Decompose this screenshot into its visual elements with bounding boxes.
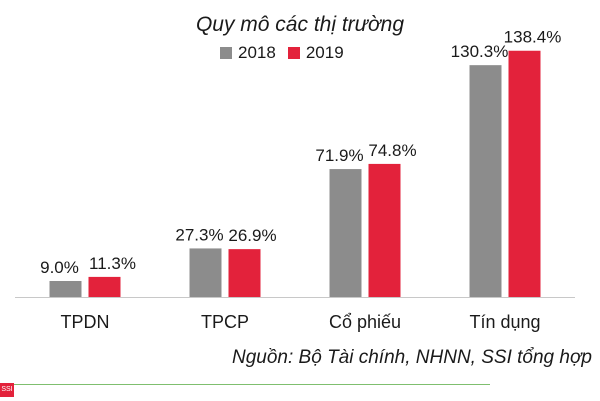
bar-tpdn-2019	[88, 276, 121, 297]
legend-label-2018: 2018	[238, 43, 276, 62]
x-tick-label-tpcp: TPCP	[201, 312, 249, 332]
legend-swatch-2019	[287, 47, 300, 59]
x-tick-label-cổ-phiếu: Cổ phiếu	[329, 312, 401, 332]
bar-tín-dụng-2019	[508, 50, 541, 298]
chart-legend: 2018 2019	[220, 43, 356, 63]
source-note: Nguồn: Bộ Tài chính, NHNN, SSI tổng hợp	[232, 347, 592, 368]
data-label-cổ-phiếu-2019: 74.8%	[368, 141, 416, 160]
bar-cổ-phiếu-2019	[368, 163, 401, 297]
bar-tín-dụng-2018	[469, 65, 502, 298]
legend-label-2019: 2019	[305, 43, 344, 62]
bar-cổ-phiếu-2018	[329, 169, 362, 297]
data-label-cổ-phiếu-2018: 71.9%	[315, 146, 363, 165]
legend-item-2019: 2019	[287, 43, 344, 63]
ssi-logo: SSI	[0, 383, 14, 397]
data-label-tpdn-2019: 11.3%	[89, 254, 136, 273]
footer-rule	[0, 384, 490, 385]
data-label-tpdn-2018: 9.0%	[40, 258, 79, 277]
legend-swatch-2018	[220, 47, 232, 59]
data-label-tpcp-2018: 27.3%	[175, 225, 223, 244]
bar-tpdn-2018	[49, 280, 82, 297]
data-label-tín-dụng-2018: 130.3%	[451, 42, 509, 61]
data-label-tín-dụng-2019: 138.4%	[504, 28, 562, 47]
bar-tpcp-2019	[228, 249, 261, 297]
x-tick-label-tín-dụng: Tín dụng	[469, 312, 540, 332]
chart-title: Quy mô các thị trường	[195, 13, 405, 36]
bar-tpcp-2018	[189, 248, 222, 297]
x-tick-label-tpdn: TPDN	[61, 312, 110, 332]
legend-item-2018: 2018	[220, 43, 276, 63]
data-label-tpcp-2019: 26.9%	[228, 226, 276, 245]
